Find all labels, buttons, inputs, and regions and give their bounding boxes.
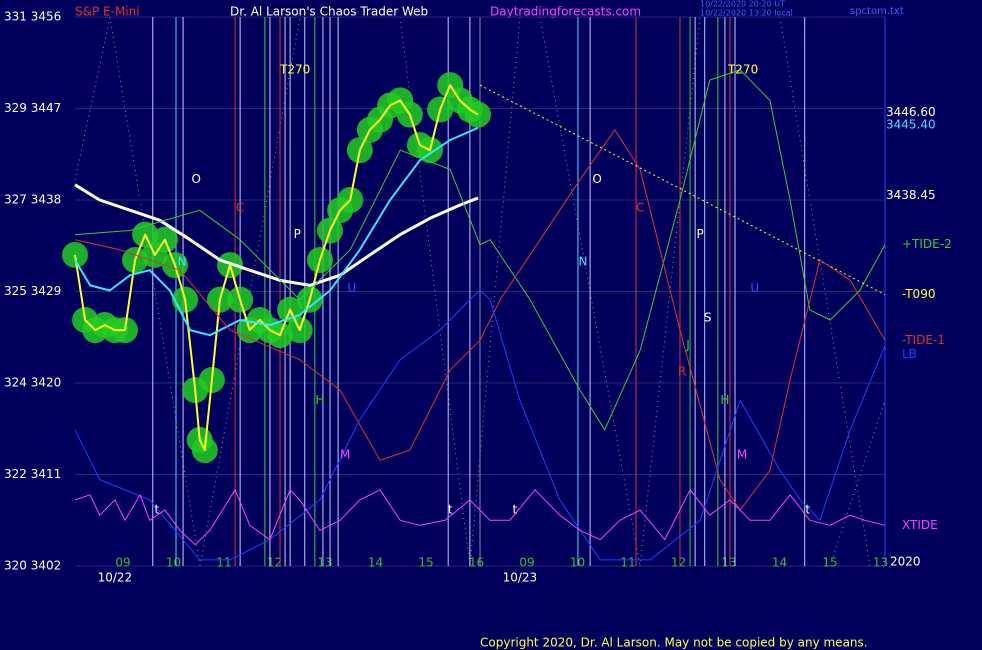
cycle-annotation: P: [294, 227, 301, 241]
legend-entry: -TIDE-1: [902, 333, 945, 347]
price-line: [74, 84, 479, 452]
cycle-annotation: U: [750, 281, 759, 295]
x-tick-label: 13: [317, 556, 332, 570]
y-tick-label: 322 3411: [4, 467, 61, 481]
timestamp: 10/22/2020 13:20 local: [700, 9, 793, 18]
file-name: spctom.txt: [850, 6, 904, 17]
cycle-annotation: J: [685, 338, 690, 352]
y-tick-label: 331 3456: [4, 10, 61, 24]
x-tick-label: 14: [368, 556, 383, 570]
series-line: [74, 290, 886, 561]
legend-entry: +TIDE-2: [902, 237, 952, 251]
x-tick-label: 09: [519, 556, 534, 570]
cycle-annotation: H: [720, 393, 729, 407]
x-tick-label: 16: [469, 556, 484, 570]
cycle-annotation: O: [191, 172, 200, 186]
cycle-annotation: N: [178, 255, 187, 269]
price-label: 3446.60: [886, 105, 936, 119]
cycle-annotation: R: [678, 364, 686, 378]
y-tick-label: 320 3402: [4, 559, 61, 573]
x-tick-label: 12: [267, 556, 282, 570]
cycle-annotation: C: [236, 201, 244, 215]
cycle-annotation: M: [737, 448, 747, 462]
x-tick-label: 09: [115, 556, 130, 570]
x-tick-label: 14: [772, 556, 787, 570]
year: 2020: [890, 555, 921, 569]
x-tick-label: 10: [166, 556, 181, 570]
x-tick-label: 11: [216, 556, 231, 570]
site: Daytradingforecasts.com: [490, 5, 641, 19]
diagonal: [829, 399, 886, 567]
series-line: [479, 84, 886, 296]
x-tick-label: 13: [721, 556, 736, 570]
cycle-annotation: T270: [727, 62, 758, 76]
symbol: S&P E-Mini: [75, 5, 140, 19]
legend-entry: LB: [902, 347, 917, 361]
y-tick-label: 329 3447: [4, 101, 61, 115]
cycle-annotation: S: [704, 310, 712, 324]
cycle-annotation: H: [315, 393, 324, 407]
cycle-annotation: P: [697, 227, 704, 241]
x-tick-label: 13: [873, 556, 888, 570]
date-label: 10/22: [98, 571, 133, 585]
cycle-annotation: N: [579, 255, 588, 269]
y-tick-label: 325 3429: [4, 284, 61, 298]
x-tick-label: 11: [620, 556, 635, 570]
copyright: Copyright 2020, Dr. Al Larson. May not b…: [480, 636, 868, 650]
x-tick-label: 10: [570, 556, 585, 570]
price-line: [74, 126, 479, 337]
x-tick-label: 15: [418, 556, 433, 570]
y-tick-label: 327 3438: [4, 193, 61, 207]
timestamp: 10/22/2020 20:20 UT: [700, 0, 785, 9]
cycle-annotation: t: [512, 503, 517, 517]
series-line: [74, 129, 886, 511]
cycle-annotation: M: [340, 448, 350, 462]
cycle-annotation: C: [636, 201, 644, 215]
series-line: [74, 69, 886, 431]
cycle-annotation: t: [154, 503, 159, 517]
legend-entry: XTIDE: [902, 518, 938, 532]
cycle-annotation: t: [805, 503, 810, 517]
cycle-annotation: T270: [279, 62, 310, 76]
series-line: [74, 489, 886, 546]
legend-entry: -T090: [902, 287, 935, 301]
cycle-annotation: t: [448, 503, 453, 517]
cycle-annotation: U: [347, 281, 356, 295]
date-label: 10/23: [503, 571, 538, 585]
y-tick-label: 324 3420: [4, 376, 61, 390]
price-label: 3445.40: [886, 117, 936, 131]
x-tick-label: 12: [671, 556, 686, 570]
price-label: 3438.45: [886, 188, 936, 202]
cycle-annotation: O: [592, 172, 601, 186]
x-tick-label: 15: [822, 556, 837, 570]
chart-title: Dr. Al Larson's Chaos Trader Web: [230, 5, 428, 19]
